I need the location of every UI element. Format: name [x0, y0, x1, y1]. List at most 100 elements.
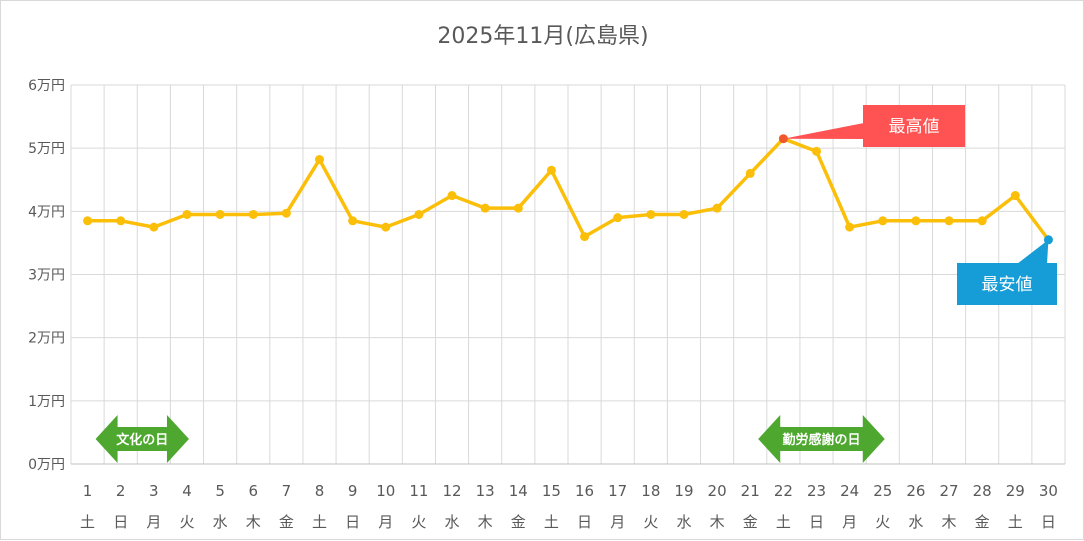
x-tick-label: 17: [608, 482, 627, 500]
series-layer: [83, 134, 1053, 245]
y-tick-label: 3万円: [28, 268, 65, 284]
data-point: [712, 203, 722, 213]
y-tick-label: 1万円: [28, 394, 65, 410]
x-tick-label: 15: [542, 482, 561, 500]
x-tick-weekday: 月: [610, 513, 625, 531]
x-tick-label: 28: [973, 482, 992, 500]
x-tick-weekday: 水: [445, 513, 460, 531]
x-tick-weekday: 月: [378, 513, 393, 531]
y-axis-ticks: 0万円 1万円 2万円 3万円 4万円 5万円 6万円: [28, 78, 65, 473]
x-tick-weekday: 土: [80, 513, 95, 531]
holiday-arrow: [95, 415, 189, 463]
x-tick-label: 11: [409, 482, 428, 500]
x-tick-weekday: 月: [842, 513, 857, 531]
x-tick-weekday: 水: [213, 513, 228, 531]
max-callout-label: 最高値: [889, 117, 940, 137]
x-tick-weekday: 土: [776, 513, 791, 531]
x-tick-label: 7: [282, 482, 292, 500]
x-tick-label: 5: [215, 482, 225, 500]
min-callout-box: [957, 263, 1057, 305]
max-callout-box: [863, 105, 965, 147]
chart-title: 2025年11月(広島県): [437, 24, 648, 49]
data-point: [1010, 191, 1020, 201]
data-point: [513, 203, 523, 213]
x-tick-label: 3: [149, 482, 159, 500]
x-tick-weekday: 日: [577, 513, 592, 531]
data-point: [812, 146, 821, 156]
data-point: [480, 203, 490, 213]
x-tick-weekday: 日: [1041, 513, 1056, 531]
x-tick-label: 22: [774, 482, 793, 500]
data-point: [679, 209, 689, 219]
x-tick-weekday: 火: [875, 513, 890, 531]
data-point: [116, 216, 126, 226]
data-point: [745, 168, 755, 178]
holiday-arrow: [758, 415, 885, 463]
x-tick-weekday: 木: [246, 513, 261, 531]
y-tick-label: 2万円: [28, 331, 65, 347]
data-point: [215, 209, 225, 219]
x-tick-weekday: 日: [809, 513, 824, 531]
x-tick-label: 9: [348, 482, 358, 500]
data-point: [580, 232, 590, 242]
holiday-markers: 文化の日 勤労感謝の日: [95, 415, 885, 463]
data-point: [315, 155, 324, 165]
x-tick-weekday: 水: [908, 513, 923, 531]
data-point: [348, 216, 358, 226]
x-tick-weekday: 土: [312, 513, 327, 531]
y-tick-label: 0万円: [28, 457, 65, 473]
x-tick-weekday: 水: [676, 513, 691, 531]
x-tick-weekday: 金: [279, 513, 294, 531]
x-tick-weekday: 土: [544, 513, 559, 531]
x-tick-label: 24: [840, 482, 859, 500]
x-tick-weekday: 火: [643, 513, 658, 531]
x-tick-weekday: 木: [478, 513, 493, 531]
x-tick-weekday: 火: [179, 513, 194, 531]
data-point: [878, 216, 888, 226]
data-point: [381, 222, 391, 232]
x-tick-label: 2: [116, 482, 126, 500]
x-tick-label: 10: [376, 482, 395, 500]
data-point: [613, 213, 623, 223]
min-callout-pointer: [1017, 239, 1049, 264]
data-point: [414, 209, 424, 219]
data-point: [944, 216, 954, 226]
x-tick-weekday: 日: [345, 513, 360, 531]
x-tick-label: 20: [708, 482, 727, 500]
x-axis-ticks: 1土2日3月4火5水6木7金8土9日10月11火12水13木14金15土16日1…: [80, 482, 1058, 531]
grid: [70, 84, 1066, 465]
data-point: [182, 209, 192, 219]
x-tick-label: 1: [83, 482, 93, 500]
data-point: [911, 216, 921, 226]
x-tick-label: 19: [674, 482, 693, 500]
x-tick-label: 25: [873, 482, 892, 500]
x-tick-label: 6: [248, 482, 258, 500]
x-tick-label: 13: [476, 482, 495, 500]
x-tick-label: 26: [906, 482, 925, 500]
x-tick-label: 21: [741, 482, 760, 500]
x-tick-label: 18: [641, 482, 660, 500]
x-tick-label: 29: [1006, 482, 1025, 500]
x-tick-weekday: 木: [942, 513, 957, 531]
holiday-label: 文化の日: [116, 432, 168, 448]
data-point: [977, 216, 987, 226]
max-callout-pointer: [783, 123, 864, 139]
x-tick-label: 8: [315, 482, 325, 500]
x-tick-weekday: 土: [1008, 513, 1023, 531]
data-point: [281, 208, 291, 218]
x-tick-label: 4: [182, 482, 192, 500]
data-point: [149, 222, 159, 232]
data-point: [546, 165, 556, 175]
x-tick-label: 30: [1039, 482, 1058, 500]
x-tick-weekday: 木: [710, 513, 725, 531]
series-line: [87, 136, 1050, 241]
holiday-label: 勤労感謝の日: [782, 432, 860, 448]
y-tick-label: 4万円: [28, 204, 65, 220]
x-tick-label: 16: [575, 482, 594, 500]
x-tick-weekday: 金: [511, 513, 526, 531]
x-tick-weekday: 金: [975, 513, 990, 531]
x-tick-weekday: 月: [146, 513, 161, 531]
